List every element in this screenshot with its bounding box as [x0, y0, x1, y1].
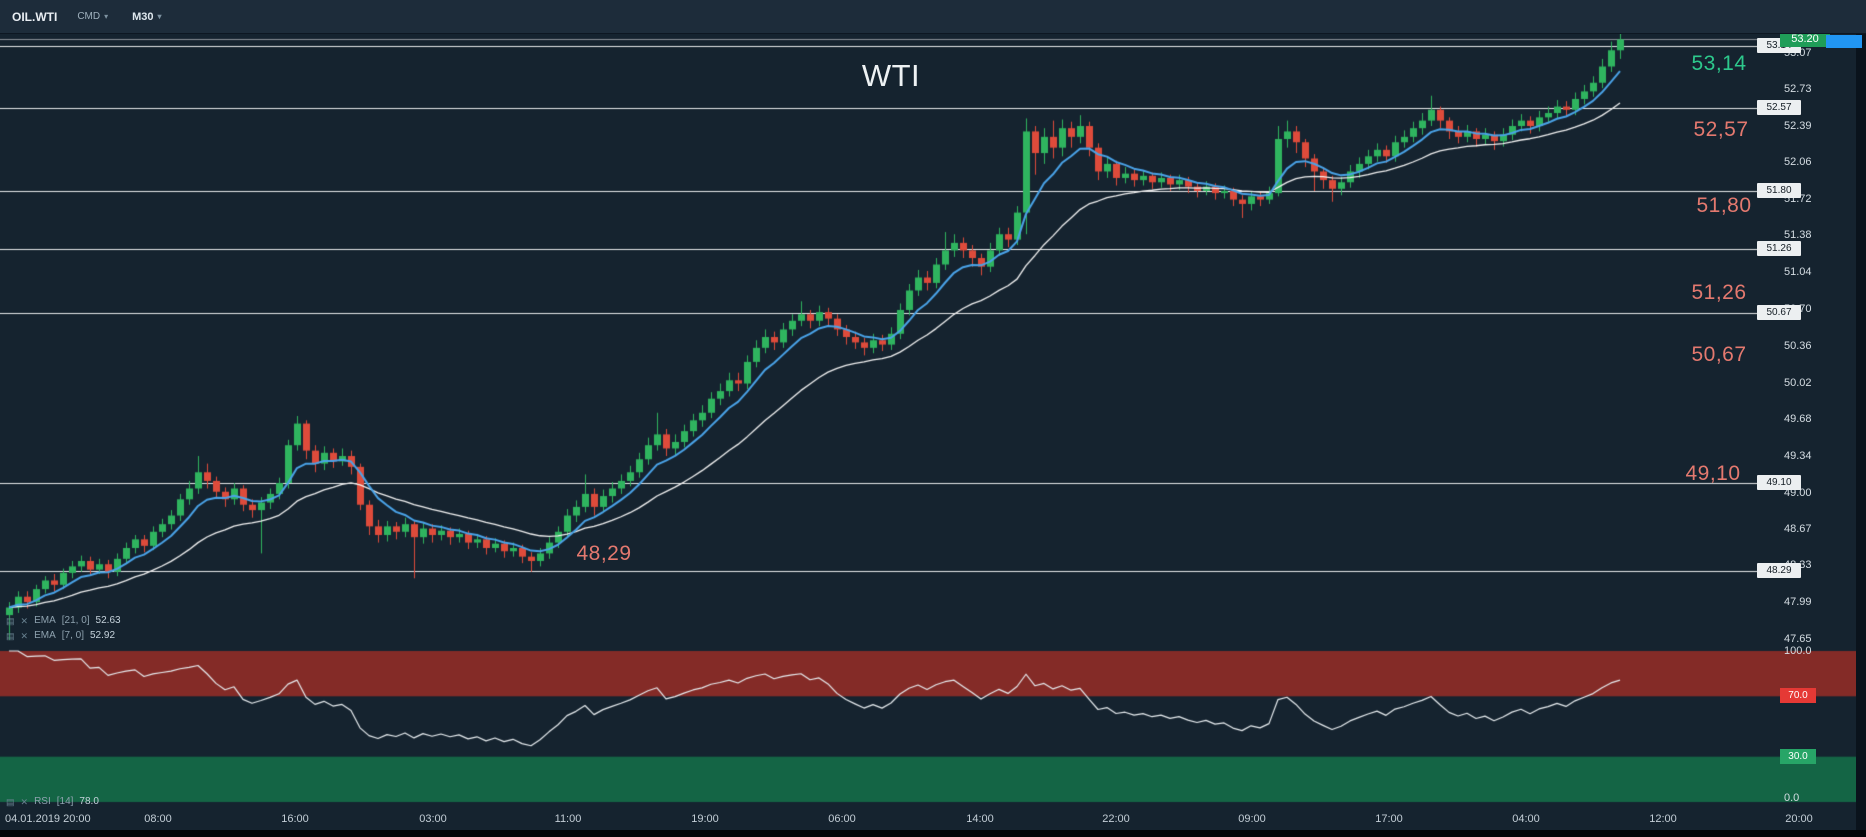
price-axis-tick: 53.07	[1784, 46, 1812, 59]
indicator-params: [14]	[56, 796, 74, 807]
indicator-params: [21, 0]	[61, 615, 90, 626]
indicator-remove-icon[interactable]: ✕	[20, 796, 29, 807]
indicator-value: 78.0	[79, 796, 99, 807]
time-axis-tick: 03:00	[419, 813, 447, 825]
indicator-list-icon[interactable]: ▤	[6, 796, 15, 807]
indicator-remove-icon[interactable]: ✕	[20, 615, 29, 626]
price-axis-tick: 51.38	[1784, 229, 1812, 242]
price-axis-tick: 50.02	[1784, 376, 1812, 389]
chevron-down-icon: ▾	[104, 12, 109, 21]
price-axis-tick: 49.00	[1784, 486, 1812, 499]
vertical-scrollbar-track[interactable]	[1856, 0, 1866, 837]
price-axis-tick: 47.65	[1784, 632, 1812, 645]
indicator-value: 52.63	[95, 615, 121, 626]
timeframe-dropdown[interactable]: M30 ▾	[128, 9, 165, 25]
timeframe-label: M30	[132, 10, 154, 23]
price-axis-tick: 48.67	[1784, 522, 1812, 535]
scrollbar-thumb[interactable]	[1826, 35, 1862, 48]
indicator-name: EMA	[34, 615, 56, 626]
price-axis-tick: 49.34	[1784, 450, 1812, 463]
price-axis-tick: 52.73	[1784, 83, 1812, 96]
bottom-border	[0, 830, 1866, 837]
time-axis-tick: 11:00	[554, 813, 582, 825]
rsi-chart-canvas[interactable]	[0, 646, 1856, 810]
time-axis-tick: 06:00	[828, 813, 856, 825]
chevron-down-icon: ▾	[157, 12, 162, 21]
provider-label: CMD	[77, 11, 101, 22]
rsi-indicator-label: ▤ ✕ RSI [14] 78.0	[6, 796, 99, 807]
time-axis-tick: 04:00	[1512, 813, 1540, 825]
time-axis-tick: 19:00	[691, 813, 719, 825]
indicator-remove-icon[interactable]: ✕	[20, 630, 29, 641]
price-axis-tick: 50.36	[1784, 339, 1812, 352]
chart-toolbar: OIL.WTI CMD ▾ M30 ▾	[0, 0, 1866, 34]
provider-dropdown[interactable]: CMD ▾	[73, 9, 112, 24]
ema-fast-indicator-label: ▤ ✕ EMA [7, 0] 52.92	[6, 630, 115, 641]
price-axis-tick: 48.33	[1784, 559, 1812, 572]
price-axis-tick: 49.68	[1784, 413, 1812, 426]
price-axis-tick: 52.06	[1784, 155, 1812, 168]
time-axis-tick: 20:00	[1785, 813, 1813, 825]
time-axis-tick: 09:00	[1238, 813, 1266, 825]
time-axis-tick: 14:00	[966, 813, 994, 825]
time-axis-tick: 22:00	[1102, 813, 1130, 825]
symbol-name: OIL.WTI	[12, 9, 58, 24]
price-chart-canvas[interactable]	[0, 34, 1780, 646]
time-axis-tick: 12:00	[1649, 813, 1677, 825]
ema-slow-indicator-label: ▤ ✕ EMA [21, 0] 52.63	[6, 615, 121, 626]
time-axis-tick: 08:00	[144, 813, 172, 825]
price-axis-tick: 47.99	[1784, 596, 1812, 609]
indicator-list-icon[interactable]: ▤	[6, 615, 15, 626]
price-axis-tick: 51.04	[1784, 266, 1812, 279]
indicator-name: EMA	[34, 630, 56, 641]
indicator-name: RSI	[34, 796, 51, 807]
indicator-value: 52.92	[89, 630, 116, 641]
price-axis-tick: 51.72	[1784, 192, 1812, 205]
time-axis-tick: 04.01.2019 20:00	[5, 813, 91, 825]
price-axis-tick: 50.70	[1784, 302, 1812, 315]
price-axis-tick: 52.39	[1784, 120, 1812, 133]
time-axis-tick: 17:00	[1375, 813, 1403, 825]
indicator-params: [7, 0]	[61, 630, 84, 641]
time-axis-tick: 16:00	[281, 813, 309, 825]
indicator-list-icon[interactable]: ▤	[6, 630, 15, 641]
